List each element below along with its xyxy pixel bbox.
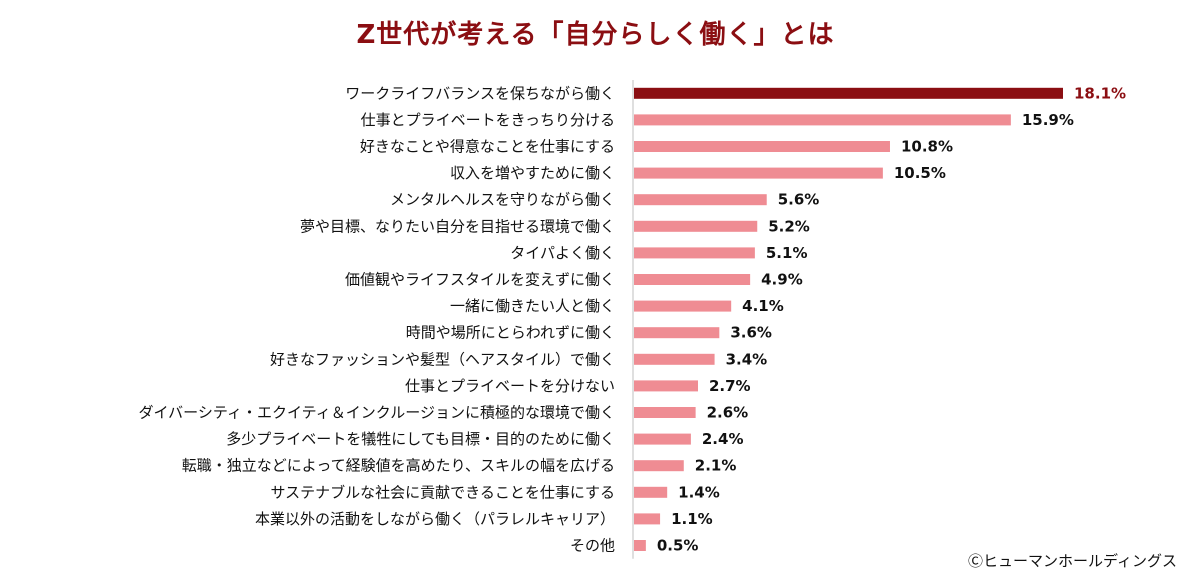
value-label: 18.1% — [1074, 84, 1126, 102]
category-label: 仕事とプライベートを分けない — [405, 377, 615, 395]
category-label: サステナブルな社会に貢献できることを仕事にする — [270, 483, 615, 501]
chart-title: Z世代が考える「自分らしく働く」とは — [356, 20, 835, 50]
bar — [634, 167, 883, 179]
category-label: 一緒に働きたい人と働く — [450, 297, 615, 315]
bar — [634, 486, 668, 498]
bar — [634, 220, 758, 232]
bar — [634, 407, 696, 418]
value-label: 3.6% — [730, 324, 772, 342]
value-label: 1.1% — [671, 510, 713, 528]
category-label: タイパよく働く — [510, 244, 615, 262]
value-label: 5.2% — [768, 217, 810, 235]
bar — [634, 513, 661, 525]
value-label: 1.4% — [678, 483, 720, 501]
category-label: 時間や場所にとらわれずに働く — [406, 324, 615, 342]
bar — [634, 247, 755, 259]
bar — [634, 141, 890, 152]
category-label: ダイバーシティ・エクイティ＆インクルージョンに積極的な環境で働く — [138, 404, 615, 422]
copyright-notice: Ⓒヒューマンホールディングス — [968, 552, 1177, 570]
category-label: 好きなことや得意なことを仕事にする — [360, 138, 615, 156]
category-label: 多少プライベートを犠牲にしても目標・目的のために働く — [226, 430, 615, 448]
bar — [634, 300, 732, 312]
bar — [634, 87, 1063, 99]
value-label: 10.5% — [894, 164, 946, 182]
bar — [634, 274, 751, 285]
value-label: 2.6% — [707, 404, 749, 422]
value-label: 10.8% — [901, 138, 953, 156]
bar — [634, 114, 1011, 126]
category-label: 転職・独立などによって経験値を高めたり、スキルの幅を広げる — [182, 457, 615, 475]
category-label: ワークライフバランスを保ちながら働く — [345, 84, 615, 102]
value-label: 3.4% — [726, 350, 768, 368]
category-label: 価値観やライフスタイルを変えずに働く — [345, 271, 615, 289]
bar — [634, 433, 691, 445]
bar — [634, 460, 684, 472]
category-label: メンタルヘルスを守りながら働く — [390, 191, 615, 209]
value-label: 5.1% — [766, 244, 808, 262]
category-label: 本業以外の活動をしながら働く（パラレルキャリア） — [255, 510, 615, 528]
bar — [634, 540, 646, 551]
value-label: 0.5% — [657, 537, 699, 555]
value-label: 2.1% — [695, 457, 737, 475]
category-label: 好きなファッションや髪型（ヘアスタイル）で働く — [270, 350, 615, 368]
value-label: 4.1% — [742, 297, 784, 315]
bar — [634, 194, 767, 206]
bar — [634, 380, 698, 392]
value-label: 5.6% — [778, 191, 820, 209]
category-label: その他 — [570, 537, 615, 555]
bar — [634, 327, 720, 339]
bar — [634, 353, 715, 365]
value-label: 2.7% — [709, 377, 751, 395]
category-label: 夢や目標、なりたい自分を目指せる環境で働く — [300, 217, 615, 235]
value-label: 2.4% — [702, 430, 744, 448]
value-label: 4.9% — [761, 271, 803, 289]
value-label: 15.9% — [1022, 111, 1074, 129]
category-label: 収入を増やすために働く — [450, 164, 615, 182]
category-label: 仕事とプライベートをきっちり分ける — [361, 111, 615, 129]
